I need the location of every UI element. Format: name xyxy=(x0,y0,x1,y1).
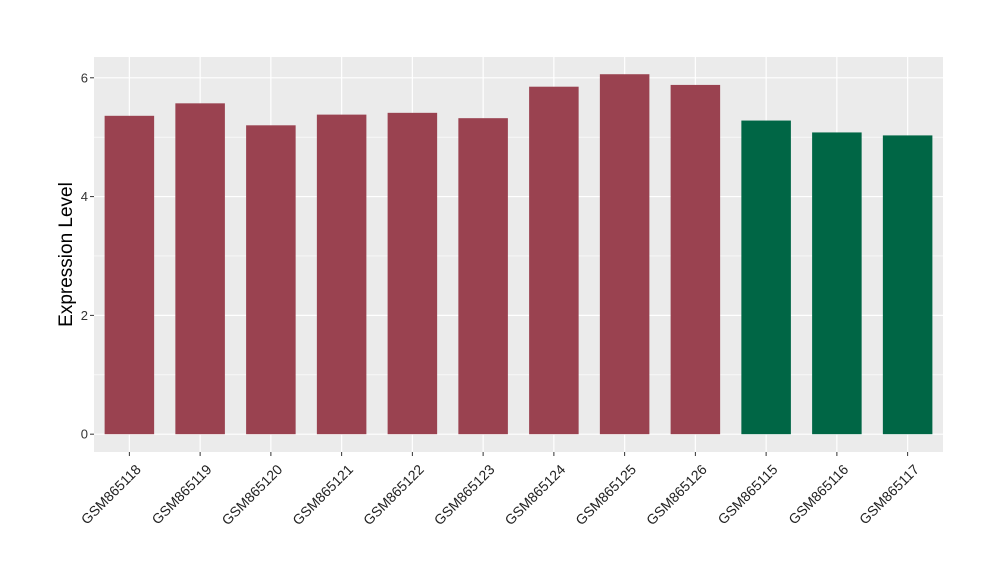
x-tick-label: GSM865116 xyxy=(785,461,851,527)
bar-gsm865124 xyxy=(529,86,579,435)
x-tick-label: GSM865119 xyxy=(148,461,214,527)
x-tick-label: GSM865123 xyxy=(431,461,498,528)
y-axis: 0 2 4 6 xyxy=(81,70,94,442)
x-tick-label: GSM865121 xyxy=(289,461,356,528)
bar-gsm865121 xyxy=(316,114,367,435)
y-tick-label: 6 xyxy=(81,70,88,85)
x-tick-label: GSM865115 xyxy=(714,461,780,527)
bar-gsm865125 xyxy=(599,74,650,435)
x-tick-label: GSM865122 xyxy=(360,461,427,528)
x-tick-label: GSM865117 xyxy=(856,461,922,527)
y-tick-label: 2 xyxy=(81,308,88,323)
bar-gsm865119 xyxy=(175,103,225,435)
bar-gsm865126 xyxy=(670,84,721,435)
plot-panel xyxy=(94,57,943,452)
bar-gsm865116 xyxy=(812,132,862,435)
bar-gsm865123 xyxy=(458,118,508,435)
y-tick-label: 4 xyxy=(81,189,88,204)
x-tick-label: GSM865118 xyxy=(78,461,144,527)
bars xyxy=(104,74,933,435)
bar-gsm865118 xyxy=(104,115,155,435)
bar-gsm865122 xyxy=(387,112,438,435)
bar-gsm865117 xyxy=(882,135,933,435)
x-tick-label: GSM865126 xyxy=(643,461,710,528)
bar-gsm865115 xyxy=(741,120,791,435)
y-axis-title: Expression Level xyxy=(56,182,77,327)
bar-gsm865120 xyxy=(246,125,296,435)
y-tick-label: 0 xyxy=(81,427,88,442)
x-tick-label: GSM865124 xyxy=(501,461,568,528)
minor-gridlines xyxy=(94,136,943,376)
x-tick-label: GSM865120 xyxy=(218,461,285,528)
x-tick-label: GSM865125 xyxy=(572,461,639,528)
x-axis: GSM865118 GSM865119 GSM865120 GSM865121 GSM8… xyxy=(78,452,922,528)
